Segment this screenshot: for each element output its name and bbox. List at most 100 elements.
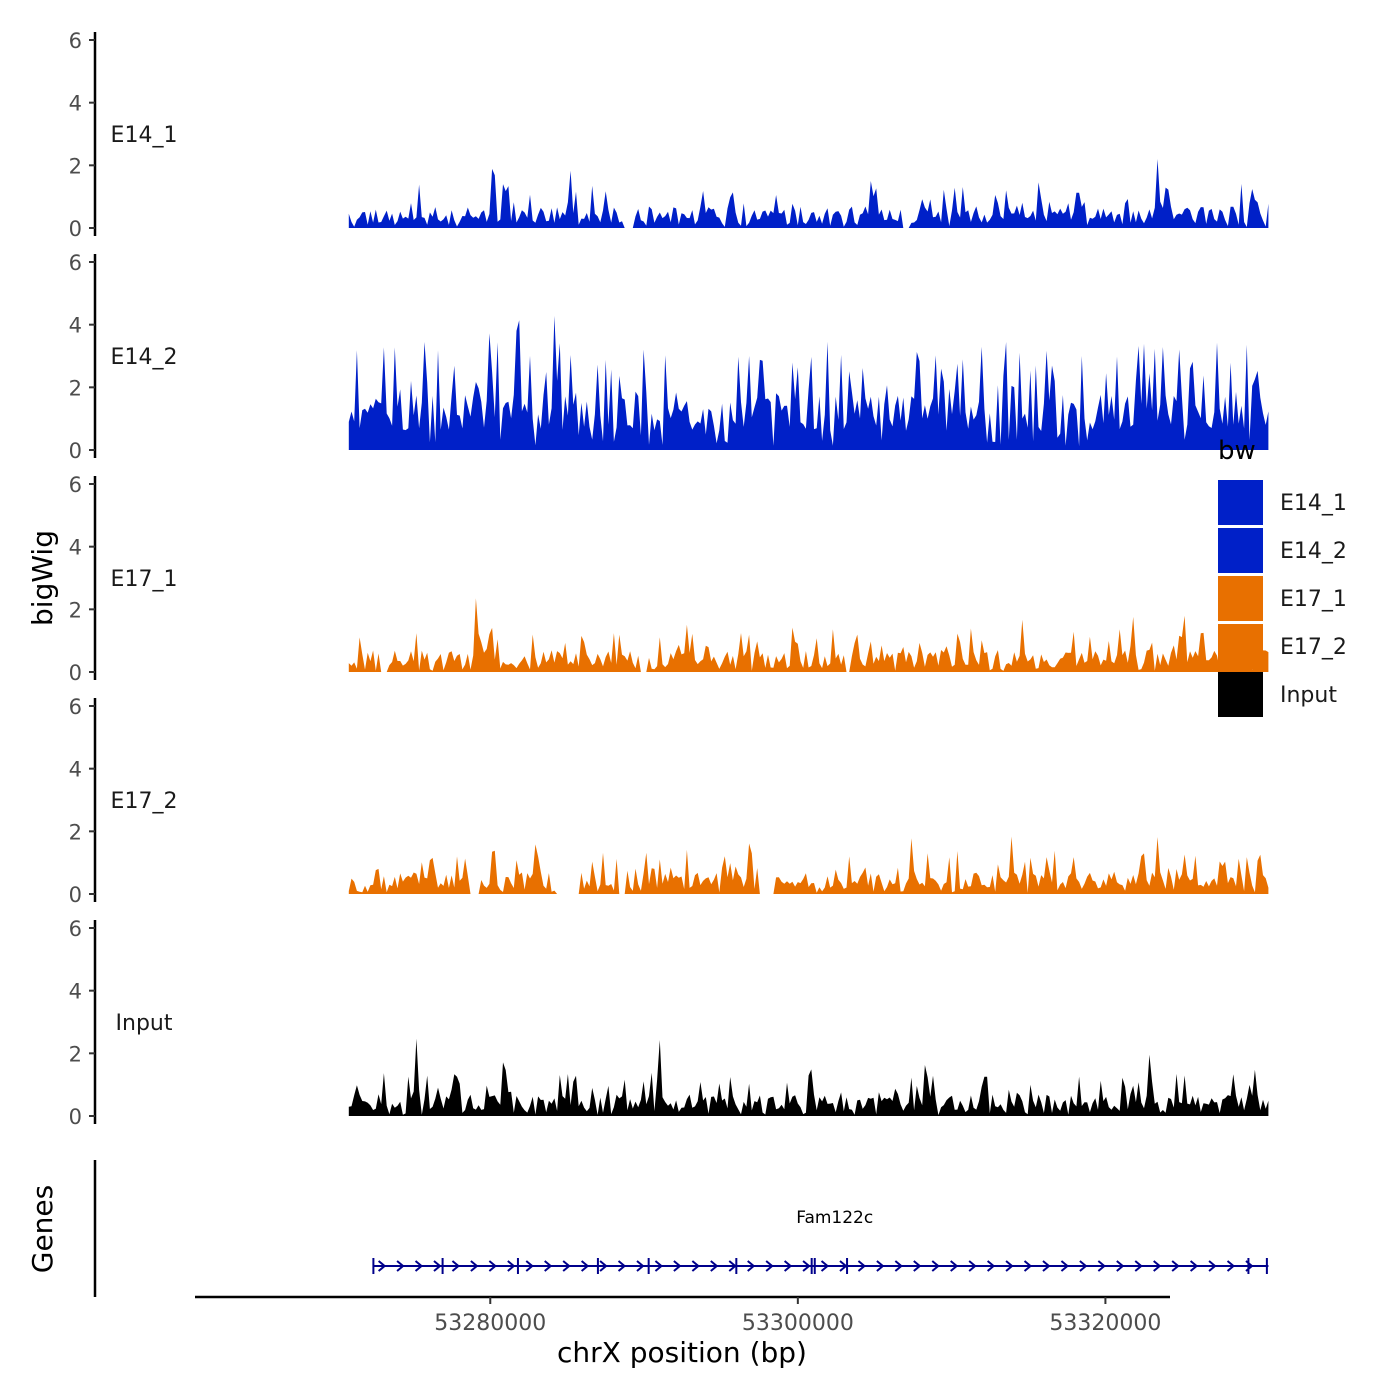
track-label: Input [116, 1011, 173, 1036]
y-tick-label: 6 [69, 251, 82, 275]
y-tick-label: 0 [69, 883, 82, 907]
strand-arrow [968, 1260, 977, 1272]
y-tick-label: 4 [69, 758, 82, 782]
y-tick-label: 2 [69, 154, 82, 178]
strand-arrow [913, 1260, 922, 1272]
strand-arrow [414, 1260, 424, 1272]
gene-track: Genes Fam122c [26, 1160, 1269, 1297]
y-tick-label: 4 [69, 536, 82, 560]
y-axis-title: bigWig [26, 530, 59, 626]
coverage-area [348, 1038, 1269, 1116]
strand-arrow [894, 1260, 903, 1272]
strand-arrow [562, 1260, 571, 1272]
track-panel-e14-2: 0 2 4 6 E14_2 [69, 251, 1269, 463]
y-tick-label: 4 [69, 314, 82, 338]
strand-arrow [433, 1260, 442, 1272]
legend-label: E17_2 [1280, 635, 1347, 660]
strand-arrow [599, 1260, 608, 1272]
track-panel-e17-1: 0 2 4 6 E17_1 [69, 473, 1269, 685]
strand-arrow [673, 1260, 682, 1272]
strand-arrow [580, 1260, 590, 1272]
strand-arrow [1079, 1260, 1088, 1272]
strand-arrow [747, 1260, 756, 1272]
legend-swatch [1218, 576, 1263, 621]
strand-arrow [1097, 1260, 1106, 1272]
legend-title: bw [1218, 436, 1256, 466]
legend-swatch [1218, 528, 1263, 573]
coverage-area [348, 836, 1269, 894]
strand-arrow [377, 1260, 387, 1272]
strand-arrow [728, 1260, 737, 1272]
track-panel-e14-1: 0 2 4 6 E14_1 [69, 29, 1269, 241]
y-tick-label: 4 [69, 980, 82, 1004]
bigwig-tracks: 0 2 4 6 E14_1 0 2 4 6 E14_2 0 2 4 6 E17_1 0 2 4 6 E17_2 0 2 4 6… [69, 29, 1269, 1129]
y-tick-label: 0 [69, 439, 82, 463]
coverage-area [348, 315, 1269, 450]
strand-arrow [396, 1260, 405, 1272]
strand-arrow [544, 1260, 553, 1272]
strand-arrow [1134, 1260, 1143, 1272]
y-tick-label: 0 [69, 661, 82, 685]
strand-arrow [857, 1260, 866, 1272]
strand-arrow [1171, 1260, 1180, 1272]
legend: bw E14_1 E14_2 E17_1 E17_2 Input [1218, 436, 1347, 717]
legend-label: E14_2 [1280, 539, 1347, 564]
strand-arrow [617, 1260, 627, 1272]
strand-arrow [1189, 1260, 1199, 1272]
strand-arrow [525, 1260, 534, 1272]
strand-arrow [1208, 1260, 1217, 1272]
legend-label: E14_1 [1280, 491, 1347, 516]
y-tick-label: 2 [69, 1042, 82, 1066]
strand-arrow [765, 1260, 774, 1272]
x-axis-title: chrX position (bp) [557, 1336, 807, 1369]
strand-arrow [986, 1260, 996, 1272]
strand-arrow [507, 1260, 516, 1272]
legend-label: Input [1280, 683, 1337, 708]
strand-arrow [451, 1260, 460, 1272]
x-tick-label: 53280000 [434, 1311, 546, 1336]
y-tick-label: 6 [69, 29, 82, 53]
strand-arrow [802, 1260, 811, 1272]
strand-arrow [1042, 1260, 1051, 1272]
strand-arrow [710, 1260, 719, 1272]
strand-arrow [691, 1260, 700, 1272]
strand-arrow [488, 1260, 497, 1272]
legend-swatch [1218, 672, 1263, 717]
strand-arrow [1116, 1260, 1125, 1272]
gene-name-label: Fam122c [796, 1208, 873, 1228]
strand-arrow [820, 1260, 830, 1272]
strand-arrow [470, 1260, 479, 1272]
strand-arrow [950, 1260, 959, 1272]
strand-arrow [1060, 1260, 1069, 1272]
y-tick-label: 0 [69, 1105, 82, 1129]
track-label: E14_2 [111, 345, 178, 370]
track-panel-e17-2: 0 2 4 6 E17_2 [69, 695, 1269, 907]
y-tick-label: 2 [69, 376, 82, 400]
track-label: E17_1 [111, 567, 178, 592]
strand-arrow [636, 1260, 645, 1272]
track-label: E14_1 [111, 123, 178, 148]
track-label: E17_2 [111, 789, 178, 814]
y-tick-label: 6 [69, 695, 82, 719]
strand-arrow [1005, 1260, 1014, 1272]
legend-label: E17_1 [1280, 587, 1347, 612]
legend-swatch [1218, 624, 1263, 669]
y-tick-label: 6 [69, 917, 82, 941]
y-tick-label: 2 [69, 820, 82, 844]
strand-arrow [931, 1260, 940, 1272]
y-tick-label: 2 [69, 598, 82, 622]
x-tick-label: 53300000 [742, 1311, 854, 1336]
strand-arrow [783, 1260, 793, 1272]
gene-model: Fam122c [372, 1208, 1269, 1274]
strand-arrow [1023, 1260, 1033, 1272]
x-tick-label: 53320000 [1049, 1311, 1161, 1336]
coverage-area [348, 159, 1269, 228]
strand-arrow [839, 1260, 848, 1272]
gene-track-title: Genes [26, 1185, 59, 1273]
strand-arrow [1153, 1260, 1162, 1272]
x-axis: 53280000 53300000 53320000 [195, 1295, 1170, 1336]
y-tick-label: 0 [69, 217, 82, 241]
track-panel-input: 0 2 4 6 Input [69, 917, 1269, 1129]
y-tick-label: 6 [69, 473, 82, 497]
